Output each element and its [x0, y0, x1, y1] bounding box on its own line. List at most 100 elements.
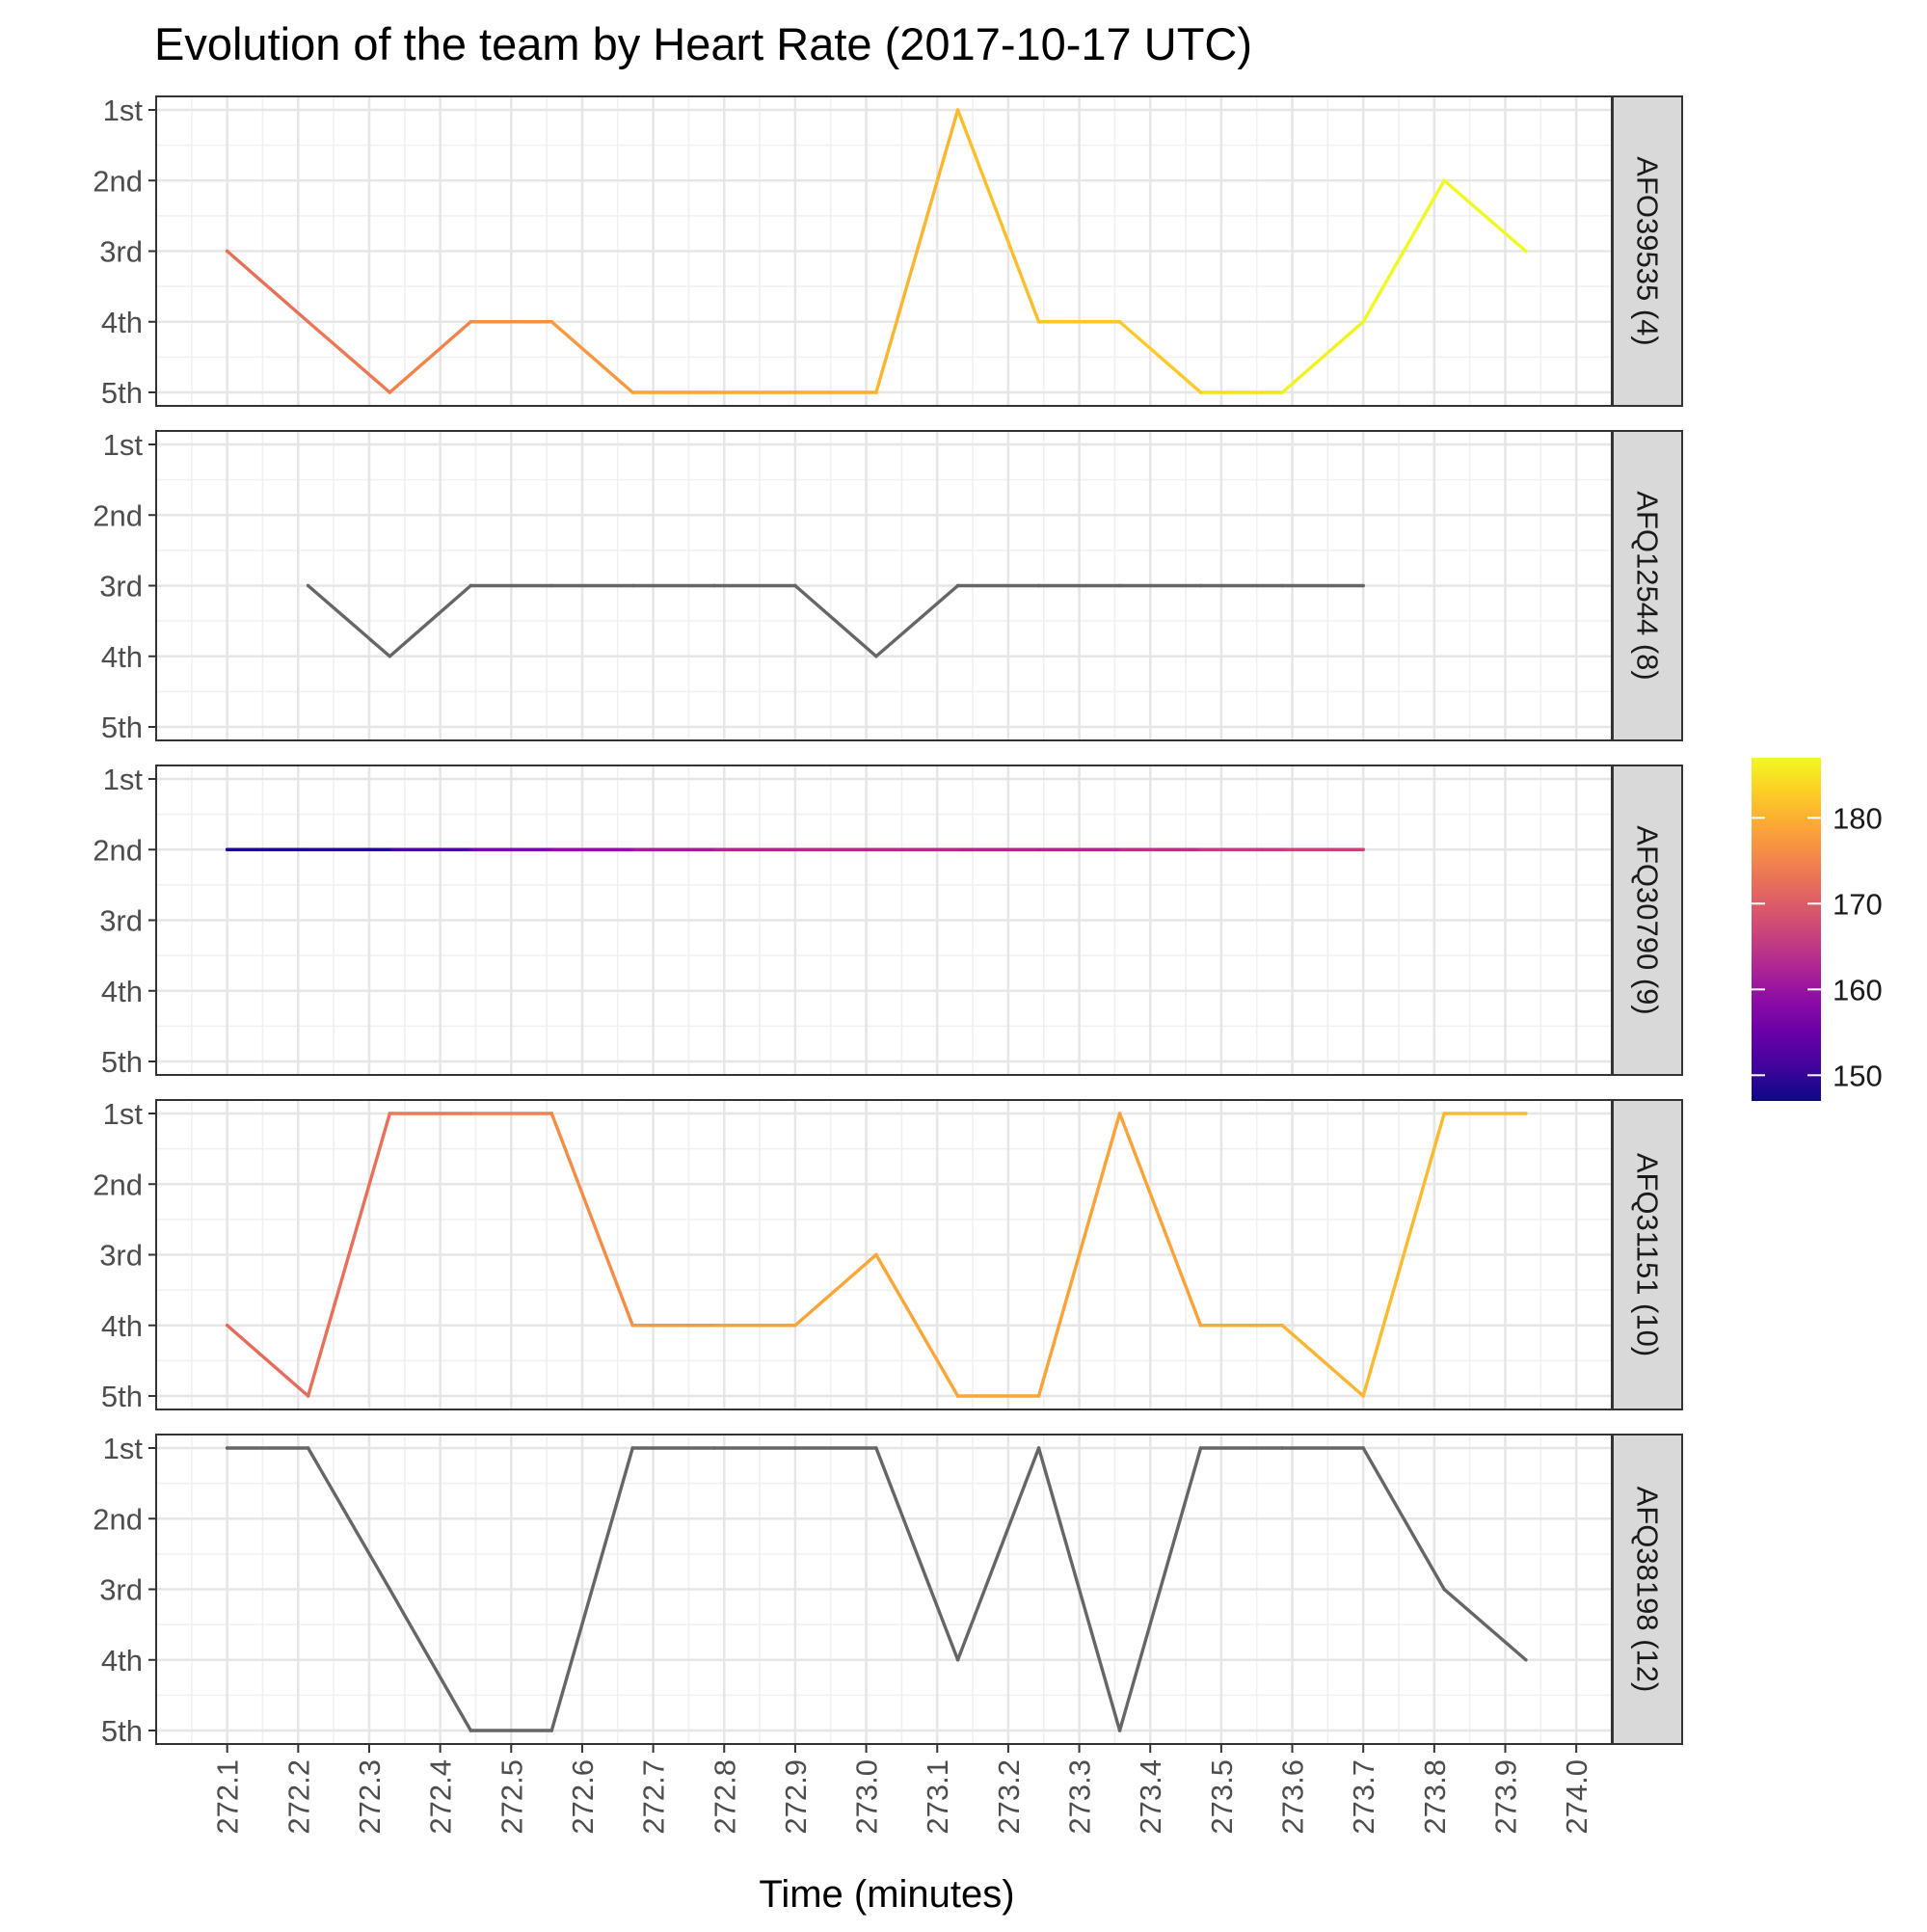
y-tick-label: 1st [103, 94, 144, 127]
data-point [630, 847, 634, 851]
y-tick-label: 4th [101, 1309, 143, 1343]
x-tick-label: 272.8 [708, 1759, 741, 1835]
data-point [549, 320, 553, 324]
series-segment [793, 1252, 878, 1328]
facet-panel: 1st 2nd 3rd 4th 5th AFQ30790 (9) [93, 763, 1683, 1079]
y-tick-label: 5th [101, 711, 143, 744]
y-tick-label: 3rd [99, 904, 143, 938]
data-point [955, 108, 960, 112]
data-point [630, 1446, 634, 1450]
x-tick-label: 272.2 [281, 1759, 315, 1835]
facet-panel: 1st 2nd 3rd 4th 5th AFO39535 (4) [93, 94, 1683, 410]
series-segment [549, 1446, 634, 1732]
series-segment [1361, 1446, 1446, 1592]
y-tick-label: 2nd [93, 498, 143, 532]
data-point [793, 390, 797, 394]
x-tick-label: 272.4 [424, 1759, 458, 1835]
x-tick-label: 273.4 [1134, 1759, 1167, 1835]
data-point [712, 390, 716, 394]
x-tick-label: 272.3 [353, 1759, 387, 1835]
y-tick-label: 3rd [99, 570, 143, 604]
data-point [468, 1729, 473, 1732]
data-point [874, 390, 878, 394]
data-point [388, 655, 392, 658]
data-point [1036, 847, 1041, 851]
y-tick-label: 4th [101, 1644, 143, 1677]
x-axis: 272.1 272.2 272.3 272.4 272.5 272.6 272.7 272.8… [211, 1744, 1593, 1835]
series-segment [388, 320, 473, 394]
data-point [549, 847, 553, 851]
data-point [630, 583, 634, 588]
data-point [1280, 390, 1284, 394]
data-point [1117, 1112, 1122, 1115]
series-segment [1361, 178, 1446, 324]
x-tick-label: 272.9 [779, 1759, 813, 1835]
data-point [630, 390, 634, 394]
x-tick-label: 273.9 [1489, 1759, 1523, 1835]
series-segment [874, 1446, 960, 1662]
y-tick-label: 1st [103, 1097, 144, 1131]
data-point [388, 847, 392, 851]
data-point [225, 1324, 229, 1328]
data-point [793, 1446, 797, 1450]
data-point [1198, 583, 1203, 588]
data-point [1280, 583, 1284, 588]
data-point [955, 1658, 960, 1662]
data-point [1524, 1112, 1528, 1115]
facet-strip [1612, 95, 1683, 407]
data-point [225, 847, 229, 851]
data-point [468, 1112, 473, 1115]
y-tick-label: 4th [101, 306, 143, 339]
facet-panel: 1st 2nd 3rd 4th 5th AFQ38198 (12) [93, 1432, 1683, 1748]
y-tick-label: 5th [101, 1045, 143, 1079]
x-tick-label: 272.7 [637, 1759, 671, 1835]
series-segment [549, 320, 634, 394]
data-point [388, 1587, 392, 1592]
data-point [1280, 1324, 1284, 1328]
data-point [1361, 320, 1365, 324]
facet-strip [1612, 430, 1683, 741]
data-point [1198, 1324, 1203, 1328]
data-point [874, 1252, 878, 1257]
series-segment [1036, 1112, 1122, 1398]
y-tick-label: 1st [103, 1432, 144, 1465]
data-point [225, 1446, 229, 1450]
y-tick-label: 2nd [93, 833, 143, 867]
legend-tick-label: 150 [1833, 1059, 1883, 1092]
data-point [630, 1324, 634, 1328]
heart-rate-colorbar-legend: 150 160 170 180 [1752, 758, 1883, 1101]
data-point [874, 847, 878, 851]
y-tick-label: 5th [101, 1380, 143, 1413]
data-point [712, 847, 716, 851]
series-segment [955, 108, 1041, 324]
data-point [1036, 583, 1041, 588]
data-point [955, 847, 960, 851]
x-tick-label: 273.7 [1347, 1759, 1380, 1835]
data-point [306, 847, 310, 851]
x-tick-label: 273.3 [1063, 1759, 1097, 1835]
y-tick-label: 3rd [99, 1239, 143, 1273]
y-tick-label: 2nd [93, 1502, 143, 1536]
y-tick-label: 1st [103, 428, 144, 462]
x-tick-label: 272.1 [211, 1759, 245, 1835]
data-point [712, 1324, 716, 1328]
x-tick-label: 274.0 [1560, 1759, 1593, 1835]
facet-panel: 1st 2nd 3rd 4th 5th AFQ12544 (8) [93, 428, 1683, 744]
data-point [1117, 320, 1122, 324]
series-segment [306, 1112, 392, 1398]
series-segment [1442, 1587, 1528, 1662]
series-segment [874, 583, 960, 658]
data-point [1036, 1446, 1041, 1450]
chart-title: Evolution of the team by Heart Rate (201… [154, 18, 1252, 69]
series-segment [1361, 1112, 1446, 1398]
x-tick-label: 273.2 [992, 1759, 1026, 1835]
data-point [1524, 1658, 1528, 1662]
data-point [1280, 847, 1284, 851]
data-point [1442, 1587, 1446, 1592]
legend-tick-label: 160 [1833, 973, 1883, 1006]
data-point [1361, 1394, 1365, 1398]
series-segment [306, 1446, 392, 1592]
data-point [1036, 1394, 1041, 1398]
data-point [549, 1112, 553, 1115]
